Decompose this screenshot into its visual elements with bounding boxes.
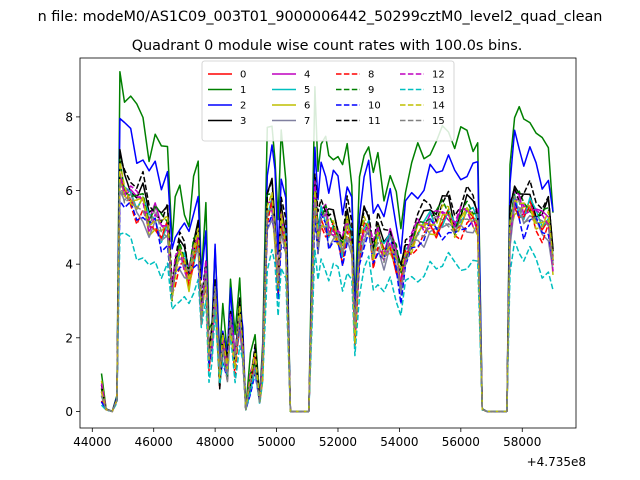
legend-label-6: 6 (304, 101, 310, 112)
legend-label-9: 9 (368, 85, 374, 96)
y-tick-label: 6 (65, 184, 73, 198)
legend-label-4: 4 (304, 70, 310, 81)
legend-label-3: 3 (240, 116, 246, 127)
x-tick-label: 44000 (73, 435, 111, 449)
legend-label-7: 7 (304, 116, 310, 127)
y-tick-label: 4 (65, 258, 73, 272)
legend-label-14: 14 (432, 101, 445, 112)
y-tick-label: 8 (65, 110, 73, 124)
series-line-15 (100, 180, 554, 413)
legend-label-8: 8 (368, 70, 374, 81)
legend-label-12: 12 (432, 70, 445, 81)
plot-frame (79, 57, 577, 429)
y-tick-label: 0 (65, 405, 73, 419)
x-tick-label: 46000 (135, 435, 173, 449)
x-tick-label: 58000 (503, 435, 541, 449)
plot-area (100, 70, 554, 413)
y-tick-label: 2 (65, 331, 73, 345)
x-axis: 44000 46000 48000 50000 52000 54000 56000 58000 (73, 428, 541, 449)
x-tick-label: 50000 (257, 435, 295, 449)
series-line-14 (100, 161, 554, 413)
legend-label-13: 13 (432, 85, 445, 96)
x-tick-label: 54000 (380, 435, 418, 449)
legend-label-5: 5 (304, 85, 310, 96)
legend-label-0: 0 (240, 70, 246, 81)
legend-label-2: 2 (240, 101, 246, 112)
legend-label-11: 11 (368, 116, 381, 127)
x-tick-label: 52000 (319, 435, 357, 449)
y-axis: 0 2 4 6 8 (65, 110, 80, 419)
legend-label-15: 15 (432, 116, 445, 127)
legend-label-1: 1 (240, 85, 246, 96)
x-tick-label: 48000 (196, 435, 234, 449)
chart-title: Quadrant 0 module wise count rates with … (132, 38, 523, 54)
legend-label-10: 10 (368, 101, 381, 112)
x-tick-label: 56000 (442, 435, 480, 449)
legend-box (201, 60, 455, 142)
x-offset-label: +4.735e8 (527, 455, 586, 469)
figure-suptitle: n file: modeM0/AS1C09_003T01_9000006442_… (38, 9, 603, 25)
